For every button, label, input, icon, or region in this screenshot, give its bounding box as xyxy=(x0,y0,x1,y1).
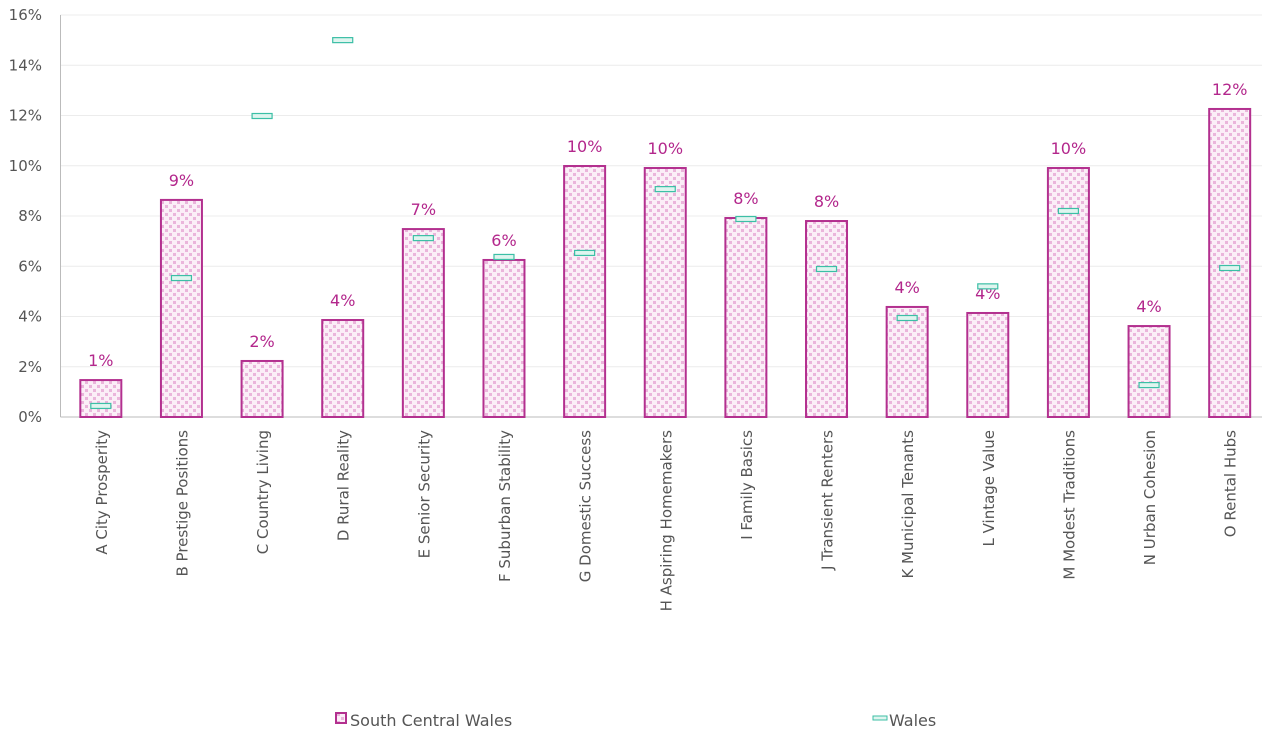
bar xyxy=(240,359,284,419)
y-tick-label: 8% xyxy=(18,207,42,225)
x-tick-label: F Suburban Stability xyxy=(496,430,514,582)
x-tick-label: J Transient Renters xyxy=(819,430,837,571)
wales-marker xyxy=(574,249,596,257)
bar xyxy=(1127,325,1171,418)
wales-marker xyxy=(654,186,676,193)
bar xyxy=(401,228,445,418)
wales-marker xyxy=(896,314,918,322)
data-label: 4% xyxy=(330,291,355,310)
wales-marker xyxy=(170,274,193,282)
bar xyxy=(1046,167,1090,418)
wales-marker xyxy=(412,235,434,242)
data-label: 8% xyxy=(814,192,839,211)
x-tick-label: O Rental Hubs xyxy=(1222,430,1240,537)
bar xyxy=(805,220,849,418)
bar xyxy=(79,379,123,419)
data-label: 4% xyxy=(1136,297,1161,316)
x-tick-label: E Senior Security xyxy=(415,430,433,559)
bar xyxy=(966,311,1010,419)
x-tick-label: M Modest Traditions xyxy=(1060,430,1078,580)
data-label: 2% xyxy=(249,332,274,351)
data-label: 8% xyxy=(733,189,758,208)
data-label: 6% xyxy=(491,231,516,250)
x-tick-label: N Urban Cohesion xyxy=(1141,430,1159,565)
wales-marker xyxy=(735,215,757,223)
y-tick-label: 4% xyxy=(18,308,42,326)
legend-label: Wales xyxy=(889,711,936,730)
y-tick-label: 16% xyxy=(9,6,42,24)
x-tick-label: A City Prosperity xyxy=(93,430,111,555)
y-tick-label: 6% xyxy=(18,257,42,275)
data-label: 7% xyxy=(411,200,436,219)
y-tick-label: 2% xyxy=(18,358,42,376)
bar xyxy=(159,198,203,418)
wales-marker xyxy=(1219,264,1241,272)
x-tick-label: K Municipal Tenants xyxy=(899,430,917,579)
x-tick-label: G Domestic Success xyxy=(577,430,595,582)
x-tick-label: D Rural Reality xyxy=(335,430,353,541)
wales-marker xyxy=(815,265,838,273)
y-tick-label: 12% xyxy=(9,107,42,125)
legend-label: South Central Wales xyxy=(350,711,512,730)
data-label: 1% xyxy=(88,351,113,370)
bar xyxy=(885,305,929,419)
x-tick-label: B Prestige Positions xyxy=(173,430,191,577)
bar xyxy=(321,319,365,418)
y-tick-label: 10% xyxy=(9,157,42,175)
legend-swatch xyxy=(335,712,347,724)
data-label: 12% xyxy=(1212,80,1248,99)
x-tick-label: L Vintage Value xyxy=(980,430,998,547)
x-tick-label: H Aspiring Homemakers xyxy=(657,430,675,612)
bar xyxy=(482,258,526,418)
bar xyxy=(643,167,687,418)
bar xyxy=(1208,107,1252,418)
bar xyxy=(724,217,768,418)
wales-marker xyxy=(977,283,999,290)
wales-marker xyxy=(90,402,112,410)
bar xyxy=(563,165,607,418)
wales-marker xyxy=(1138,381,1160,389)
data-label: 10% xyxy=(647,139,683,158)
data-label: 10% xyxy=(1051,139,1087,158)
data-label: 4% xyxy=(894,278,919,297)
wales-marker xyxy=(1057,207,1080,215)
x-tick-label: I Family Basics xyxy=(738,430,756,540)
data-label: 9% xyxy=(169,171,194,190)
wales-marker xyxy=(493,253,515,261)
x-tick-label: C Country Living xyxy=(254,430,272,554)
data-label: 10% xyxy=(567,137,603,156)
y-tick-label: 0% xyxy=(18,408,42,426)
legend-swatch xyxy=(872,715,888,721)
wales-marker xyxy=(251,112,273,120)
y-tick-label: 14% xyxy=(9,56,42,74)
wales-marker xyxy=(332,37,354,44)
